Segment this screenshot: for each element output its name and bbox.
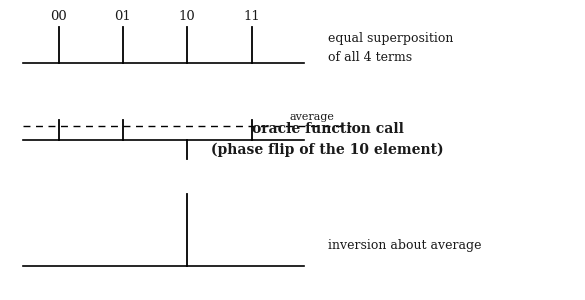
Text: 11: 11	[243, 11, 260, 23]
Text: 00: 00	[50, 11, 67, 23]
Text: 10: 10	[179, 11, 195, 23]
Text: oracle function call
(phase flip of the 10 element): oracle function call (phase flip of the …	[211, 122, 444, 157]
Text: 01: 01	[115, 11, 131, 23]
Text: inversion about average: inversion about average	[328, 239, 481, 253]
Text: equal superposition
of all 4 terms: equal superposition of all 4 terms	[328, 32, 453, 64]
Text: average: average	[290, 112, 335, 122]
